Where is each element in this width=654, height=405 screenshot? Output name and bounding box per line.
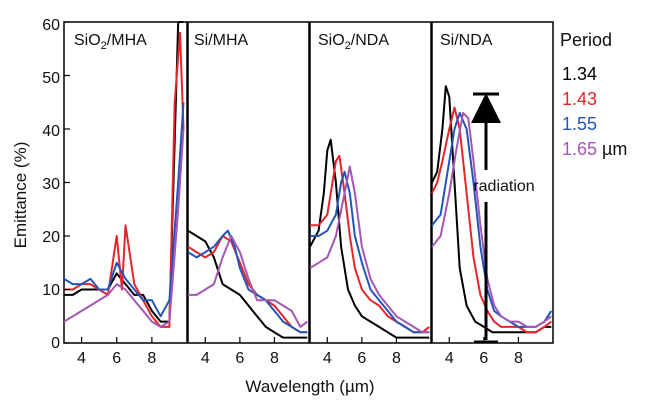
legend: Period 1.34 1.43 1.55 1.65 µm [560,30,627,159]
legend-unit: µm [602,139,627,159]
x-tick-label: 4 [201,350,210,367]
series-line-1-43 [187,235,308,334]
panel-sio2-mha: 4 6 8 [63,21,188,367]
panel-sio2-nda: 4 6 8 [309,21,432,367]
x-tick-label: 8 [270,350,279,367]
series-line-1-55 [187,229,308,334]
panel-si-nda: 4 6 8 [431,21,554,367]
x-tick-label: 6 [112,350,121,367]
panel-title-sio2-nda: SiO2/NDA [318,32,389,52]
panel-si-mha: 4 6 8 [187,21,310,367]
y-tick-label: 30 [42,176,60,193]
panel-frame [309,21,432,344]
y-tick-label: 0 [51,335,60,352]
y-tick-marks [64,21,70,344]
series-line-1-65 [309,165,430,334]
x-tick-label: 4 [445,350,454,367]
x-tick-label: 8 [514,350,523,367]
panel-title-si-nda: Si/NDA [440,32,493,49]
series-line-1-34 [187,229,308,339]
y-tick-label: 20 [42,229,60,246]
series-line-1-34 [309,138,430,339]
legend-entry-1-55: 1.55 [562,114,597,134]
x-tick-label: 4 [323,350,332,367]
radiation-annotation: radiation [471,92,535,344]
legend-entry-1-43: 1.43 [562,89,597,109]
plot-area: 4 6 8 4 6 8 4 6 8 4 6 8 [63,21,554,367]
series-line-1-43 [64,31,185,328]
series-line-1-43 [310,154,430,334]
x-tick-label: 8 [147,350,156,367]
series-line-1-43 [431,106,552,334]
legend-entry-1-34: 1.34 [562,64,597,84]
y-tick-label: 10 [42,282,60,299]
series-line-1-34 [64,21,184,323]
legend-title: Period [560,30,612,50]
legend-entry-1-65: 1.65 [562,139,597,159]
panel-frame [63,21,188,344]
x-axis-label: Wavelength (µm) [245,377,374,396]
radiation-label: radiation [473,178,534,195]
series-line-1-65 [63,128,185,328]
panel-title-sio2-mha: SiO2/MHA [74,32,147,52]
series-line-1-55 [310,170,430,334]
x-tick-label: 4 [77,350,86,367]
x-tick-label: 6 [357,350,366,367]
y-tick-labels: 0 10 20 30 40 50 60 [42,17,60,352]
series-line-1-65 [188,235,308,328]
series-line-1-55 [63,102,185,318]
panel-frame [187,21,310,344]
series-line-1-65 [431,111,552,328]
y-tick-label: 50 [42,70,60,87]
x-tick-label: 6 [235,350,244,367]
panel-title-si-mha: Si/MHA [194,32,249,49]
x-tick-label: 6 [479,350,488,367]
y-tick-label: 40 [42,123,60,140]
x-tick-label: 8 [392,350,401,367]
y-axis-label: Emittance (%) [11,142,30,249]
y-tick-label: 60 [42,17,60,34]
